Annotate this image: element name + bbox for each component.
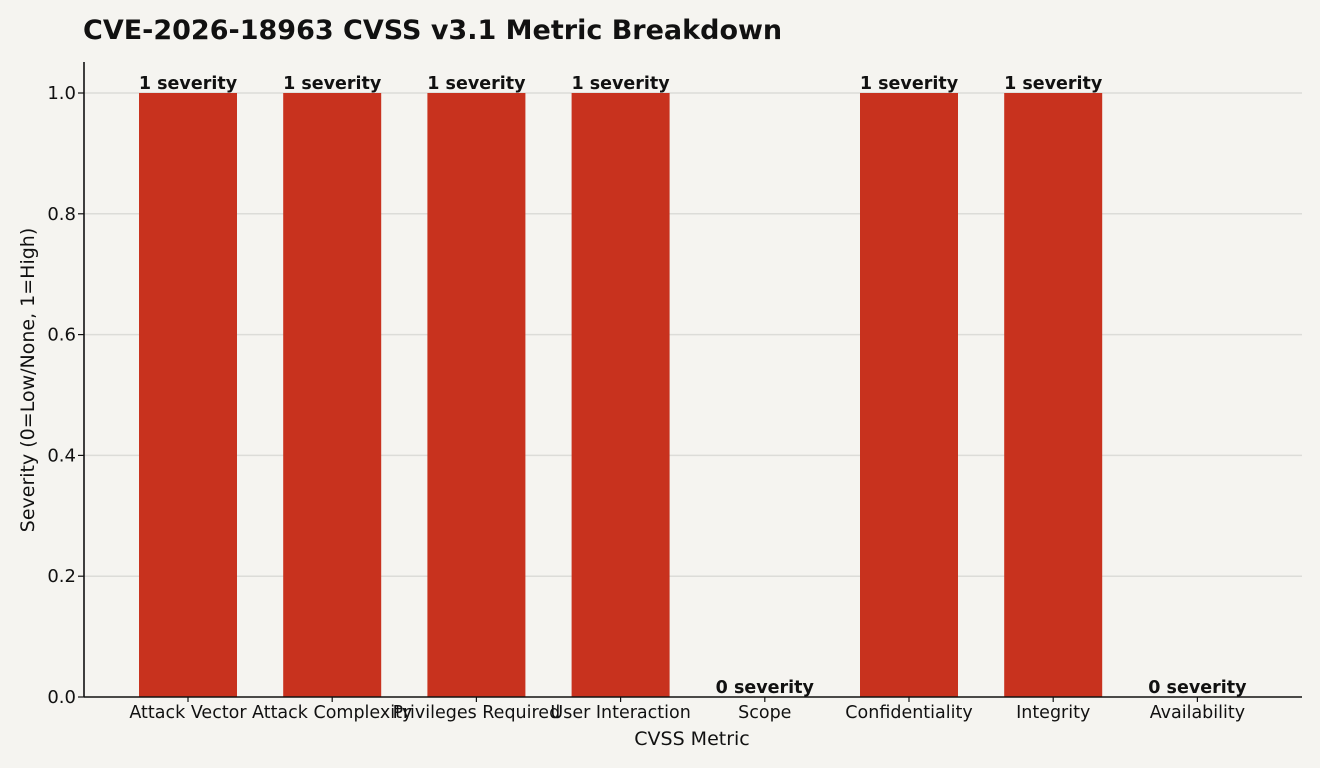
- y-axis-label: Severity (0=Low/None, 1=High): [17, 228, 39, 532]
- y-axis-ticks: 0.0 0.2 0.4 0.6 0.8 1.0: [47, 83, 84, 708]
- data-label: 1 severity: [139, 74, 238, 94]
- y-tick-label: 0.8: [47, 204, 76, 225]
- bar: [571, 93, 670, 697]
- data-label: 1 severity: [283, 74, 382, 94]
- data-label: 1 severity: [1004, 74, 1103, 94]
- data-label: 0 severity: [716, 678, 815, 698]
- y-tick-label: 1.0: [47, 83, 76, 104]
- x-tick-label: Scope: [738, 703, 791, 723]
- data-label: 1 severity: [427, 74, 526, 94]
- x-tick-label: Attack Vector: [129, 703, 247, 723]
- bar: [1004, 93, 1103, 697]
- y-tick-label: 0.2: [47, 566, 76, 587]
- chart-title: CVE-2026-18963 CVSS v3.1 Metric Breakdow…: [83, 15, 782, 46]
- x-tick-label: Integrity: [1016, 703, 1090, 723]
- x-tick-label: Attack Complexity: [252, 703, 412, 723]
- y-tick-label: 0.4: [47, 445, 76, 466]
- bar: [283, 93, 382, 697]
- x-tick-label: Availability: [1150, 703, 1245, 723]
- bar: [860, 93, 958, 697]
- data-label: 1 severity: [571, 74, 670, 94]
- bars: [139, 93, 1103, 697]
- data-label: 1 severity: [860, 74, 959, 94]
- x-tick-label: User Interaction: [550, 703, 690, 723]
- x-tick-label: Privileges Required: [393, 703, 561, 723]
- grid-lines: [84, 92, 1302, 577]
- x-axis-ticks: Attack Vector Attack ComplexityPrivileges…: [129, 697, 1245, 723]
- data-labels: 1 severity 1 severity 1 severity 1 severity…: [139, 74, 1247, 698]
- bar: [427, 93, 526, 697]
- x-axis-label: CVSS Metric: [634, 728, 750, 750]
- bar: [139, 93, 237, 697]
- y-tick-label: 0.6: [47, 325, 76, 346]
- x-tick-label: Confidentiality: [845, 703, 972, 723]
- data-label: 0 severity: [1148, 678, 1247, 698]
- y-tick-label: 0.0: [47, 687, 76, 708]
